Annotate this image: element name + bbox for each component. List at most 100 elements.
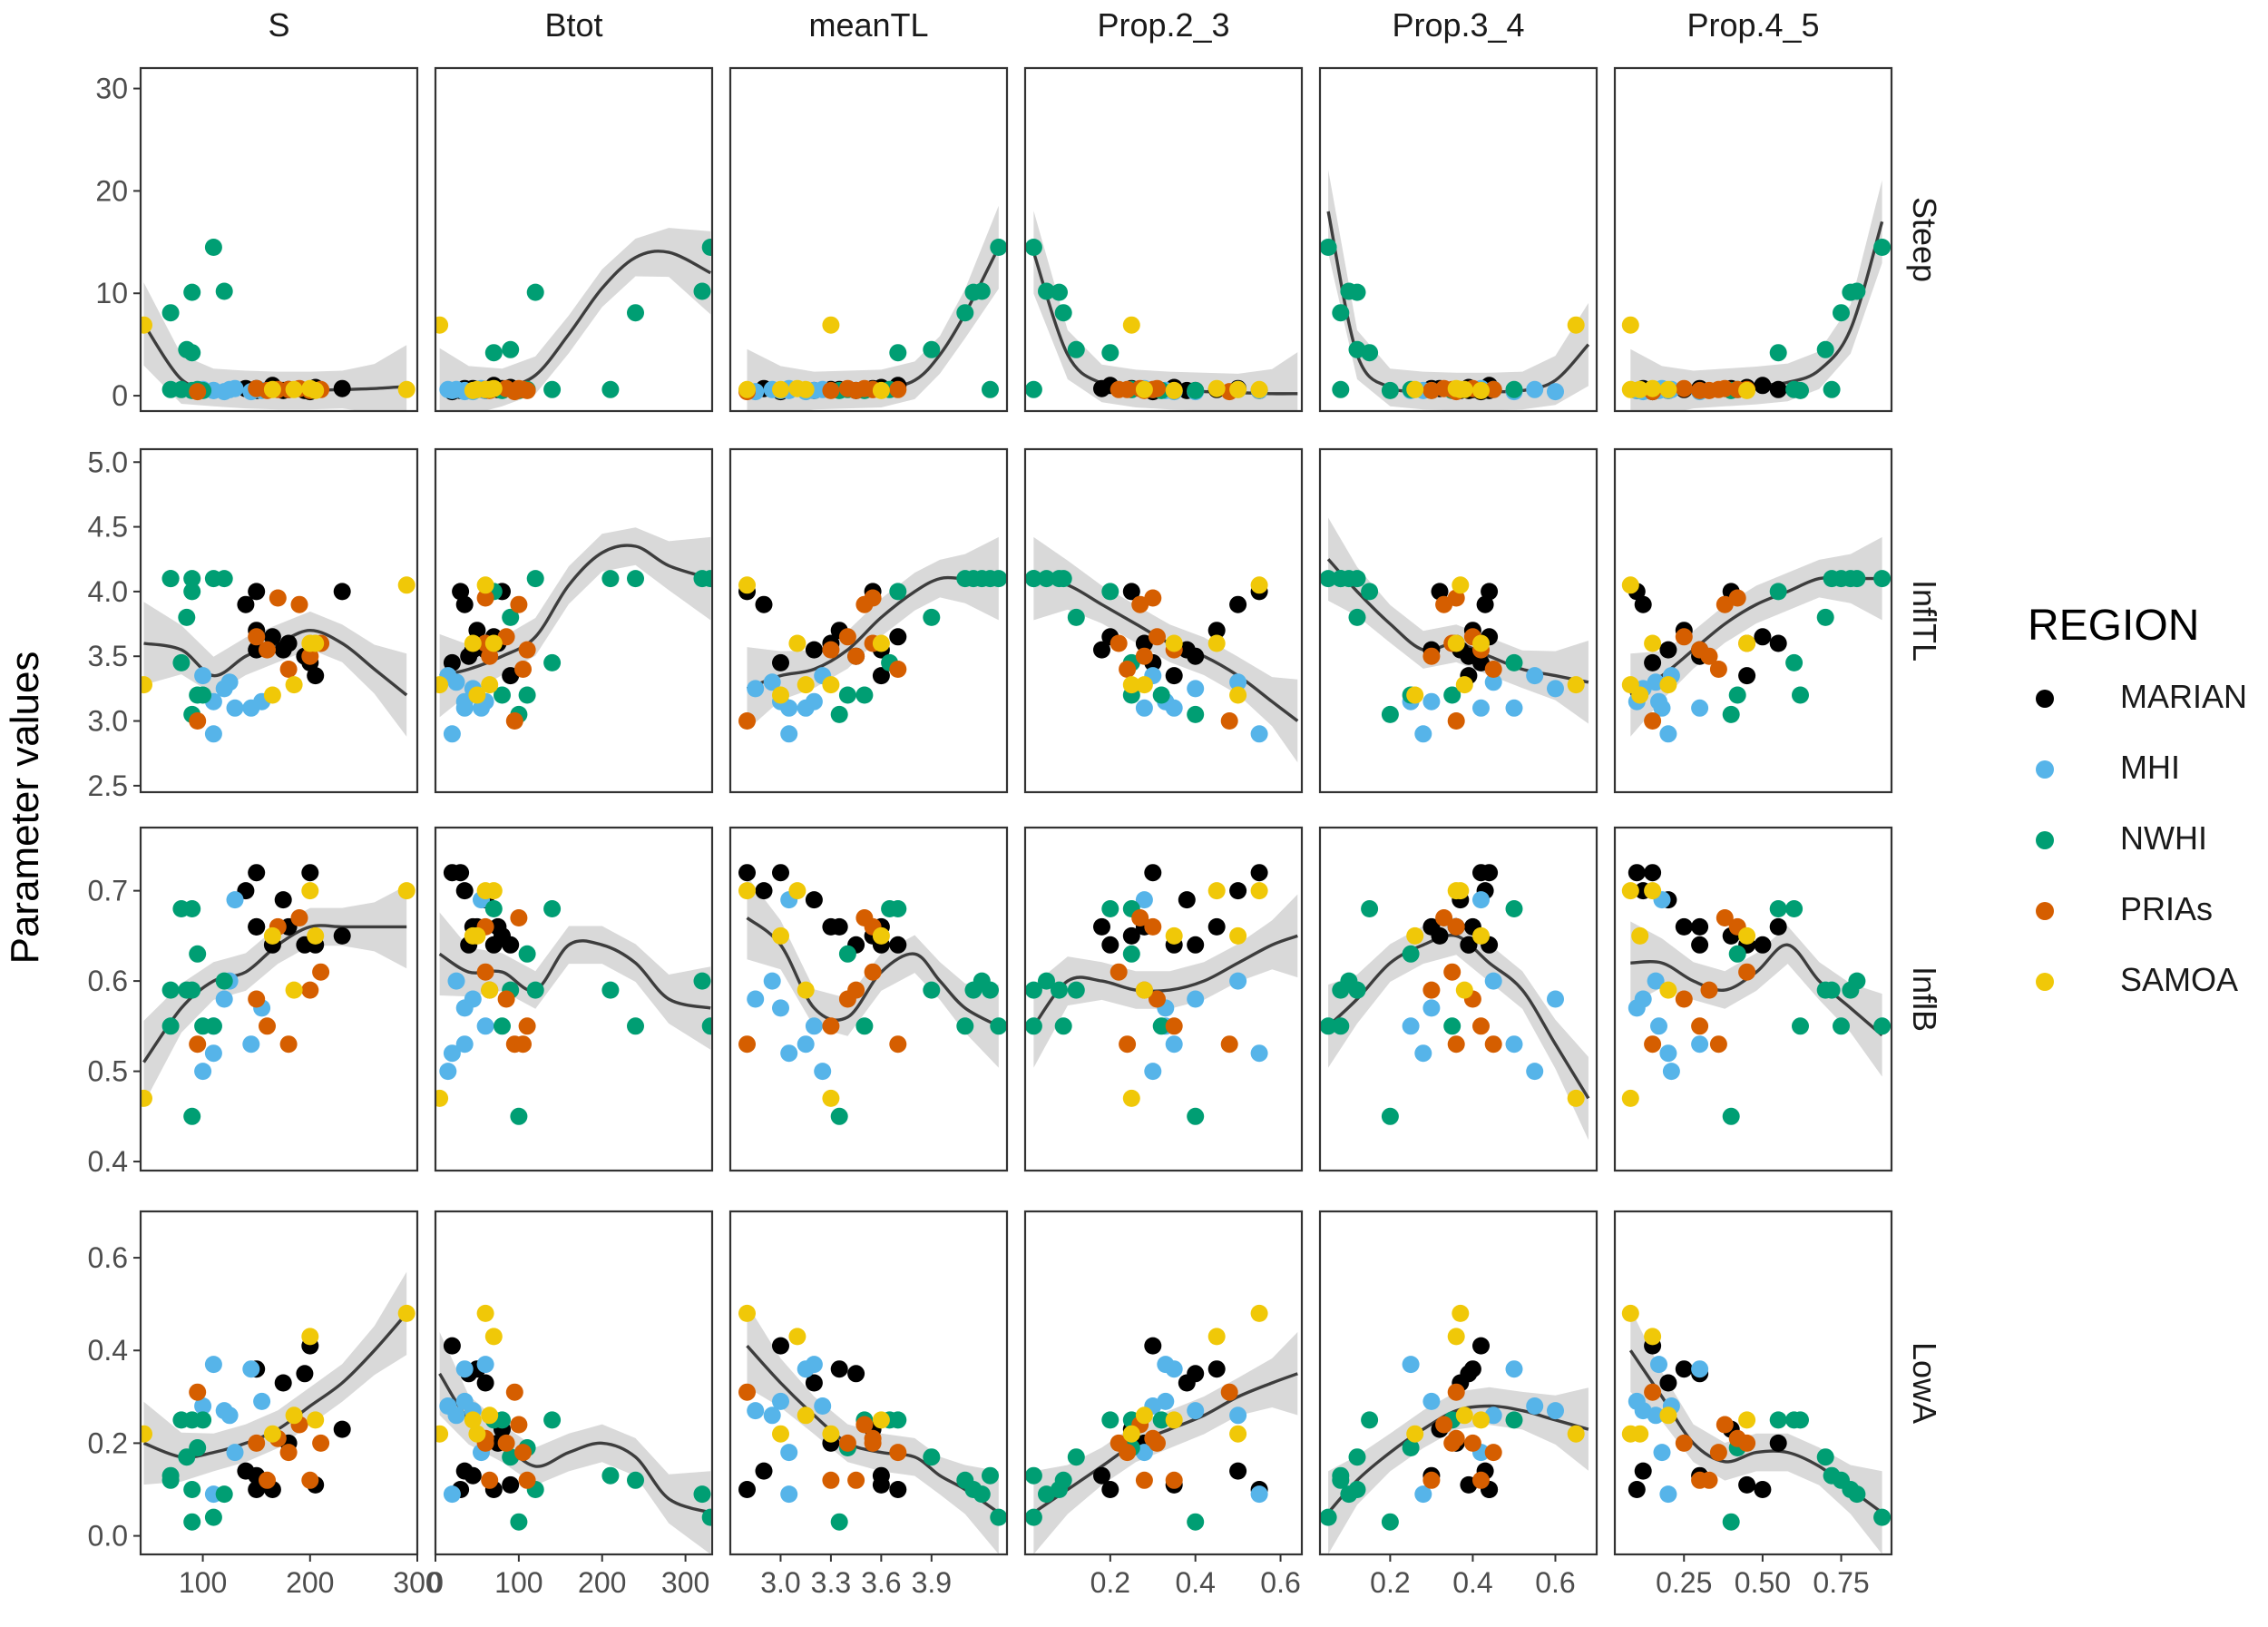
confidence-band bbox=[1033, 894, 1298, 1068]
data-point-nwhi bbox=[1054, 304, 1072, 322]
data-point-nwhi bbox=[1101, 583, 1119, 601]
data-point-prias bbox=[738, 712, 756, 730]
data-point-samoa bbox=[1406, 926, 1424, 945]
data-point-prias bbox=[248, 990, 266, 1008]
data-point-marian bbox=[1754, 936, 1772, 954]
data-point-nwhi bbox=[855, 686, 874, 704]
panel-inflb-vs-prop-2-3 bbox=[1023, 826, 1304, 1172]
data-point-mhi bbox=[772, 999, 789, 1017]
data-point-nwhi bbox=[1873, 1017, 1892, 1035]
data-point-nwhi bbox=[982, 570, 999, 588]
panel-lowa-vs-prop-2-3: 0.2 0.4 0.6 bbox=[1023, 1210, 1304, 1599]
data-point-samoa bbox=[141, 1089, 152, 1107]
data-point-nwhi bbox=[172, 900, 191, 917]
data-point-samoa bbox=[1567, 1425, 1585, 1443]
data-point-marian bbox=[889, 628, 907, 646]
data-point-nwhi bbox=[1038, 972, 1055, 990]
data-point-samoa bbox=[1621, 316, 1639, 334]
panel-lowa-vs-prop-3-4: 0.2 0.4 0.6 bbox=[1318, 1210, 1598, 1599]
data-point-nwhi bbox=[923, 1448, 941, 1466]
data-point-nwhi bbox=[502, 340, 520, 358]
data-point-nwhi bbox=[701, 239, 712, 256]
data-point-samoa bbox=[1122, 676, 1140, 694]
data-point-prias bbox=[1131, 595, 1149, 613]
legend-label-prias: PRIAs bbox=[2120, 890, 2213, 927]
data-point-nwhi bbox=[1320, 570, 1337, 588]
panel-content bbox=[1320, 864, 1590, 1141]
data-point-nwhi bbox=[1348, 283, 1366, 301]
data-point-marian bbox=[1207, 917, 1226, 936]
panel-frame bbox=[1023, 1210, 1304, 1556]
panel-frame bbox=[1318, 66, 1598, 413]
x-tick-label: 3.3 bbox=[811, 1566, 851, 1599]
data-point-marian bbox=[468, 622, 486, 640]
data-point-nwhi bbox=[484, 900, 503, 917]
data-point-samoa bbox=[1455, 981, 1473, 999]
data-point-nwhi bbox=[923, 981, 941, 999]
data-point-marian bbox=[1165, 667, 1183, 685]
data-point-samoa bbox=[822, 1089, 840, 1107]
data-point-nwhi bbox=[215, 570, 233, 588]
data-point-samoa bbox=[468, 686, 486, 704]
data-point-mhi bbox=[242, 1035, 260, 1054]
data-point-samoa bbox=[397, 576, 415, 594]
x-tick-label: 3.0 bbox=[760, 1566, 800, 1599]
data-point-samoa bbox=[1406, 686, 1424, 704]
data-point-marian bbox=[1229, 595, 1247, 613]
data-point-marian bbox=[1691, 936, 1709, 954]
data-point-nwhi bbox=[1381, 1107, 1399, 1125]
data-point-nwhi bbox=[1187, 705, 1205, 723]
data-point-samoa bbox=[1229, 380, 1247, 398]
data-point-samoa bbox=[1165, 926, 1183, 945]
data-point-nwhi bbox=[543, 900, 562, 917]
data-point-samoa bbox=[1644, 882, 1662, 900]
data-point-prias bbox=[1463, 1434, 1481, 1452]
smooth-fit-line bbox=[1630, 943, 1883, 1037]
data-point-marian bbox=[1675, 917, 1693, 936]
data-point-nwhi bbox=[543, 1411, 562, 1429]
data-point-mhi bbox=[1526, 1063, 1544, 1081]
data-point-nwhi bbox=[956, 304, 974, 322]
data-point-marian bbox=[1460, 1365, 1478, 1383]
x-tick-label: 0.2 bbox=[1370, 1566, 1410, 1599]
data-point-samoa bbox=[301, 882, 319, 900]
data-point-nwhi bbox=[1332, 981, 1350, 999]
data-point-mhi bbox=[1484, 972, 1502, 990]
data-point-samoa bbox=[1472, 1411, 1490, 1429]
data-point-marian bbox=[307, 667, 325, 685]
data-point-prias bbox=[518, 1017, 536, 1035]
data-point-samoa bbox=[1659, 1406, 1677, 1425]
data-point-prias bbox=[1447, 1035, 1465, 1054]
data-point-samoa bbox=[788, 1328, 807, 1346]
panel-frame bbox=[1613, 1210, 1893, 1556]
data-point-nwhi bbox=[881, 900, 899, 917]
data-point-prias bbox=[1443, 1434, 1461, 1452]
x-tick-label: 3.6 bbox=[861, 1566, 901, 1599]
data-point-nwhi bbox=[601, 570, 620, 588]
x-tick-label: 3.9 bbox=[912, 1566, 952, 1599]
data-point-marian bbox=[502, 936, 520, 954]
data-point-nwhi bbox=[215, 972, 233, 990]
data-point-marian bbox=[1460, 936, 1478, 954]
data-point-samoa bbox=[872, 634, 890, 652]
data-point-nwhi bbox=[627, 1471, 644, 1489]
data-point-samoa bbox=[1207, 882, 1226, 900]
data-point-samoa bbox=[1447, 1328, 1465, 1346]
data-point-samoa bbox=[1135, 981, 1153, 999]
data-point-mhi bbox=[226, 699, 244, 717]
data-point-samoa bbox=[1738, 381, 1756, 399]
data-point-marian bbox=[248, 864, 266, 882]
panel-frame bbox=[434, 447, 714, 794]
data-point-marian bbox=[1691, 917, 1709, 936]
data-point-samoa bbox=[1229, 686, 1247, 704]
data-point-marian bbox=[476, 1374, 494, 1392]
data-point-mhi bbox=[204, 1044, 222, 1063]
data-point-prias bbox=[279, 1444, 298, 1462]
row-title-steep: Steep bbox=[1906, 197, 1943, 282]
data-point-samoa bbox=[263, 926, 281, 945]
data-point-mhi bbox=[1250, 1044, 1268, 1063]
data-point-marian bbox=[872, 1466, 890, 1485]
data-point-mhi bbox=[1135, 891, 1153, 909]
panel-frame bbox=[1023, 66, 1304, 413]
